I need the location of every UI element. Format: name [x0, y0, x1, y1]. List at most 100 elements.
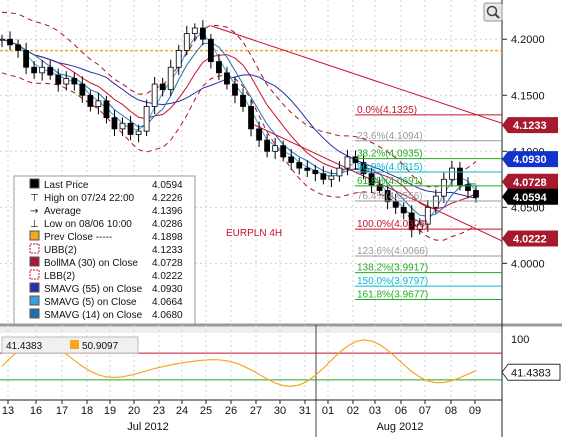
legend-item-label: Prev Close -----: [44, 232, 112, 243]
legend-item-value: 4.0594: [152, 180, 183, 191]
candle-body: [328, 175, 335, 180]
candle-body: [79, 83, 86, 96]
candle-body: [103, 100, 110, 119]
candle-body: [47, 66, 54, 76]
legend-item-label: Average: [44, 206, 82, 217]
x-axis-label: 08: [445, 405, 457, 417]
legend-swatch-square-black: [29, 178, 40, 189]
legend-item-value: 4.2226: [152, 193, 183, 204]
candle-body: [199, 27, 206, 40]
price-axis-label: 4.0500: [511, 202, 545, 214]
candle-body: [344, 156, 351, 169]
price-tag-box: [502, 117, 558, 134]
instrument-label: EURPLN 4H: [226, 228, 282, 239]
candle-body: [15, 44, 21, 51]
panel-separator: [0, 325, 502, 333]
oscillator-swatch: [70, 340, 79, 349]
legend-item-value: 4.0222: [152, 271, 183, 282]
candle-body: [127, 122, 134, 135]
candle-body: [143, 106, 150, 132]
candle-body: [384, 190, 391, 203]
candle-body: [280, 145, 287, 158]
legend-item-value: 4.1396: [152, 206, 183, 217]
candle-body: [119, 122, 126, 130]
candle-body: [0, 38, 5, 41]
price-tag-label: 4.0594: [513, 192, 548, 204]
x-axis-label: 27: [250, 405, 262, 417]
candle-body: [63, 78, 70, 85]
x-axis-label: 23: [153, 405, 165, 417]
candle-body: [159, 83, 166, 91]
fib-level-label: 50.0%(4.0815): [357, 162, 423, 173]
price-axis-label: 4.2000: [511, 34, 545, 46]
candle-body: [304, 167, 311, 171]
legend-item-label: Low on 08/06 10:00: [44, 219, 132, 230]
x-axis-label: 31: [299, 405, 311, 417]
candle-body: [175, 50, 182, 68]
magnifier-icon[interactable]: [483, 2, 503, 22]
legend-item-label: High on 07/24 22:00: [44, 193, 135, 204]
price-tag-label: 4.0222: [513, 233, 547, 245]
x-axis-label: 20: [128, 405, 140, 417]
candle-body: [55, 74, 62, 85]
candle-body: [31, 66, 38, 74]
x-axis-label: 03: [369, 405, 381, 417]
fib-level-label: 23.6%(4.1094): [357, 131, 423, 142]
fib-level-label: 161.8%(3.9677): [357, 290, 428, 301]
candle-body: [376, 184, 383, 191]
candle-body: [448, 167, 455, 180]
fib-level-label: 100.0%(4.0306): [357, 219, 428, 230]
candle-body: [207, 38, 214, 63]
price-tag-box: [502, 230, 558, 247]
x-axis-label: 06: [395, 405, 407, 417]
legend-item-value: 4.0664: [152, 297, 183, 308]
trend-line-upper: [210, 25, 502, 124]
candle-body: [408, 212, 415, 231]
x-axis-label: 30: [274, 405, 286, 417]
x-axis-label: 09: [469, 405, 481, 417]
candle-body: [216, 61, 222, 74]
upper-bollinger-band: [1, 11, 477, 188]
price-tag-box: [502, 173, 558, 190]
legend-item-value: 4.1233: [152, 245, 183, 256]
candle-body: [232, 83, 238, 96]
oscillator-value-1: 41.4383: [6, 341, 43, 352]
price-tag-label: 4.0728: [513, 177, 547, 189]
x-axis-label: 07: [419, 405, 431, 417]
price-axis-label: 4.0000: [511, 258, 545, 270]
candle-body: [352, 156, 359, 163]
x-axis-label: 26: [225, 405, 237, 417]
candle-body: [416, 223, 423, 231]
fib-level-label: 76.4%(4.0556): [357, 191, 423, 202]
x-axis-label: 25: [200, 405, 212, 417]
candle-body: [465, 184, 471, 191]
legend-marker-low-marker: ⊥: [30, 219, 39, 230]
legend-swatch-square-blue: [29, 282, 40, 293]
bollinger-ma-line: [1, 38, 477, 210]
candle-body: [296, 162, 303, 169]
candle-body: [191, 27, 198, 35]
legend-item-label: UBB(2): [44, 245, 77, 256]
legend-marker-high-marker: ⊤: [30, 193, 39, 204]
legend-item-label: LBB(2): [44, 271, 75, 282]
x-axis-label: 18: [81, 405, 93, 417]
sma55-line: [1, 38, 477, 199]
candle-body: [111, 117, 118, 130]
oscillator-tag-label: 41.4383: [511, 367, 551, 379]
candle-body: [336, 167, 343, 177]
candle-body: [248, 106, 254, 130]
candle-body: [135, 130, 142, 135]
legend-item-value: 4.1898: [152, 232, 183, 243]
oscillator-axis-100: 100: [511, 334, 529, 346]
fib-level-label: 38.2%(4.0935): [357, 149, 423, 160]
candle-body: [7, 38, 13, 46]
x-axis-label: 24: [176, 405, 188, 417]
legend-item-value: 4.0286: [152, 219, 183, 230]
month-label-jul: Jul 2012: [127, 421, 169, 433]
x-axis-label: 17: [56, 405, 68, 417]
legend-item-value: 4.0930: [152, 284, 183, 295]
candle-body: [39, 66, 46, 74]
trend-line-lower: [250, 122, 502, 242]
price-tag-label: 4.0930: [513, 154, 547, 166]
candle-body: [272, 145, 279, 152]
